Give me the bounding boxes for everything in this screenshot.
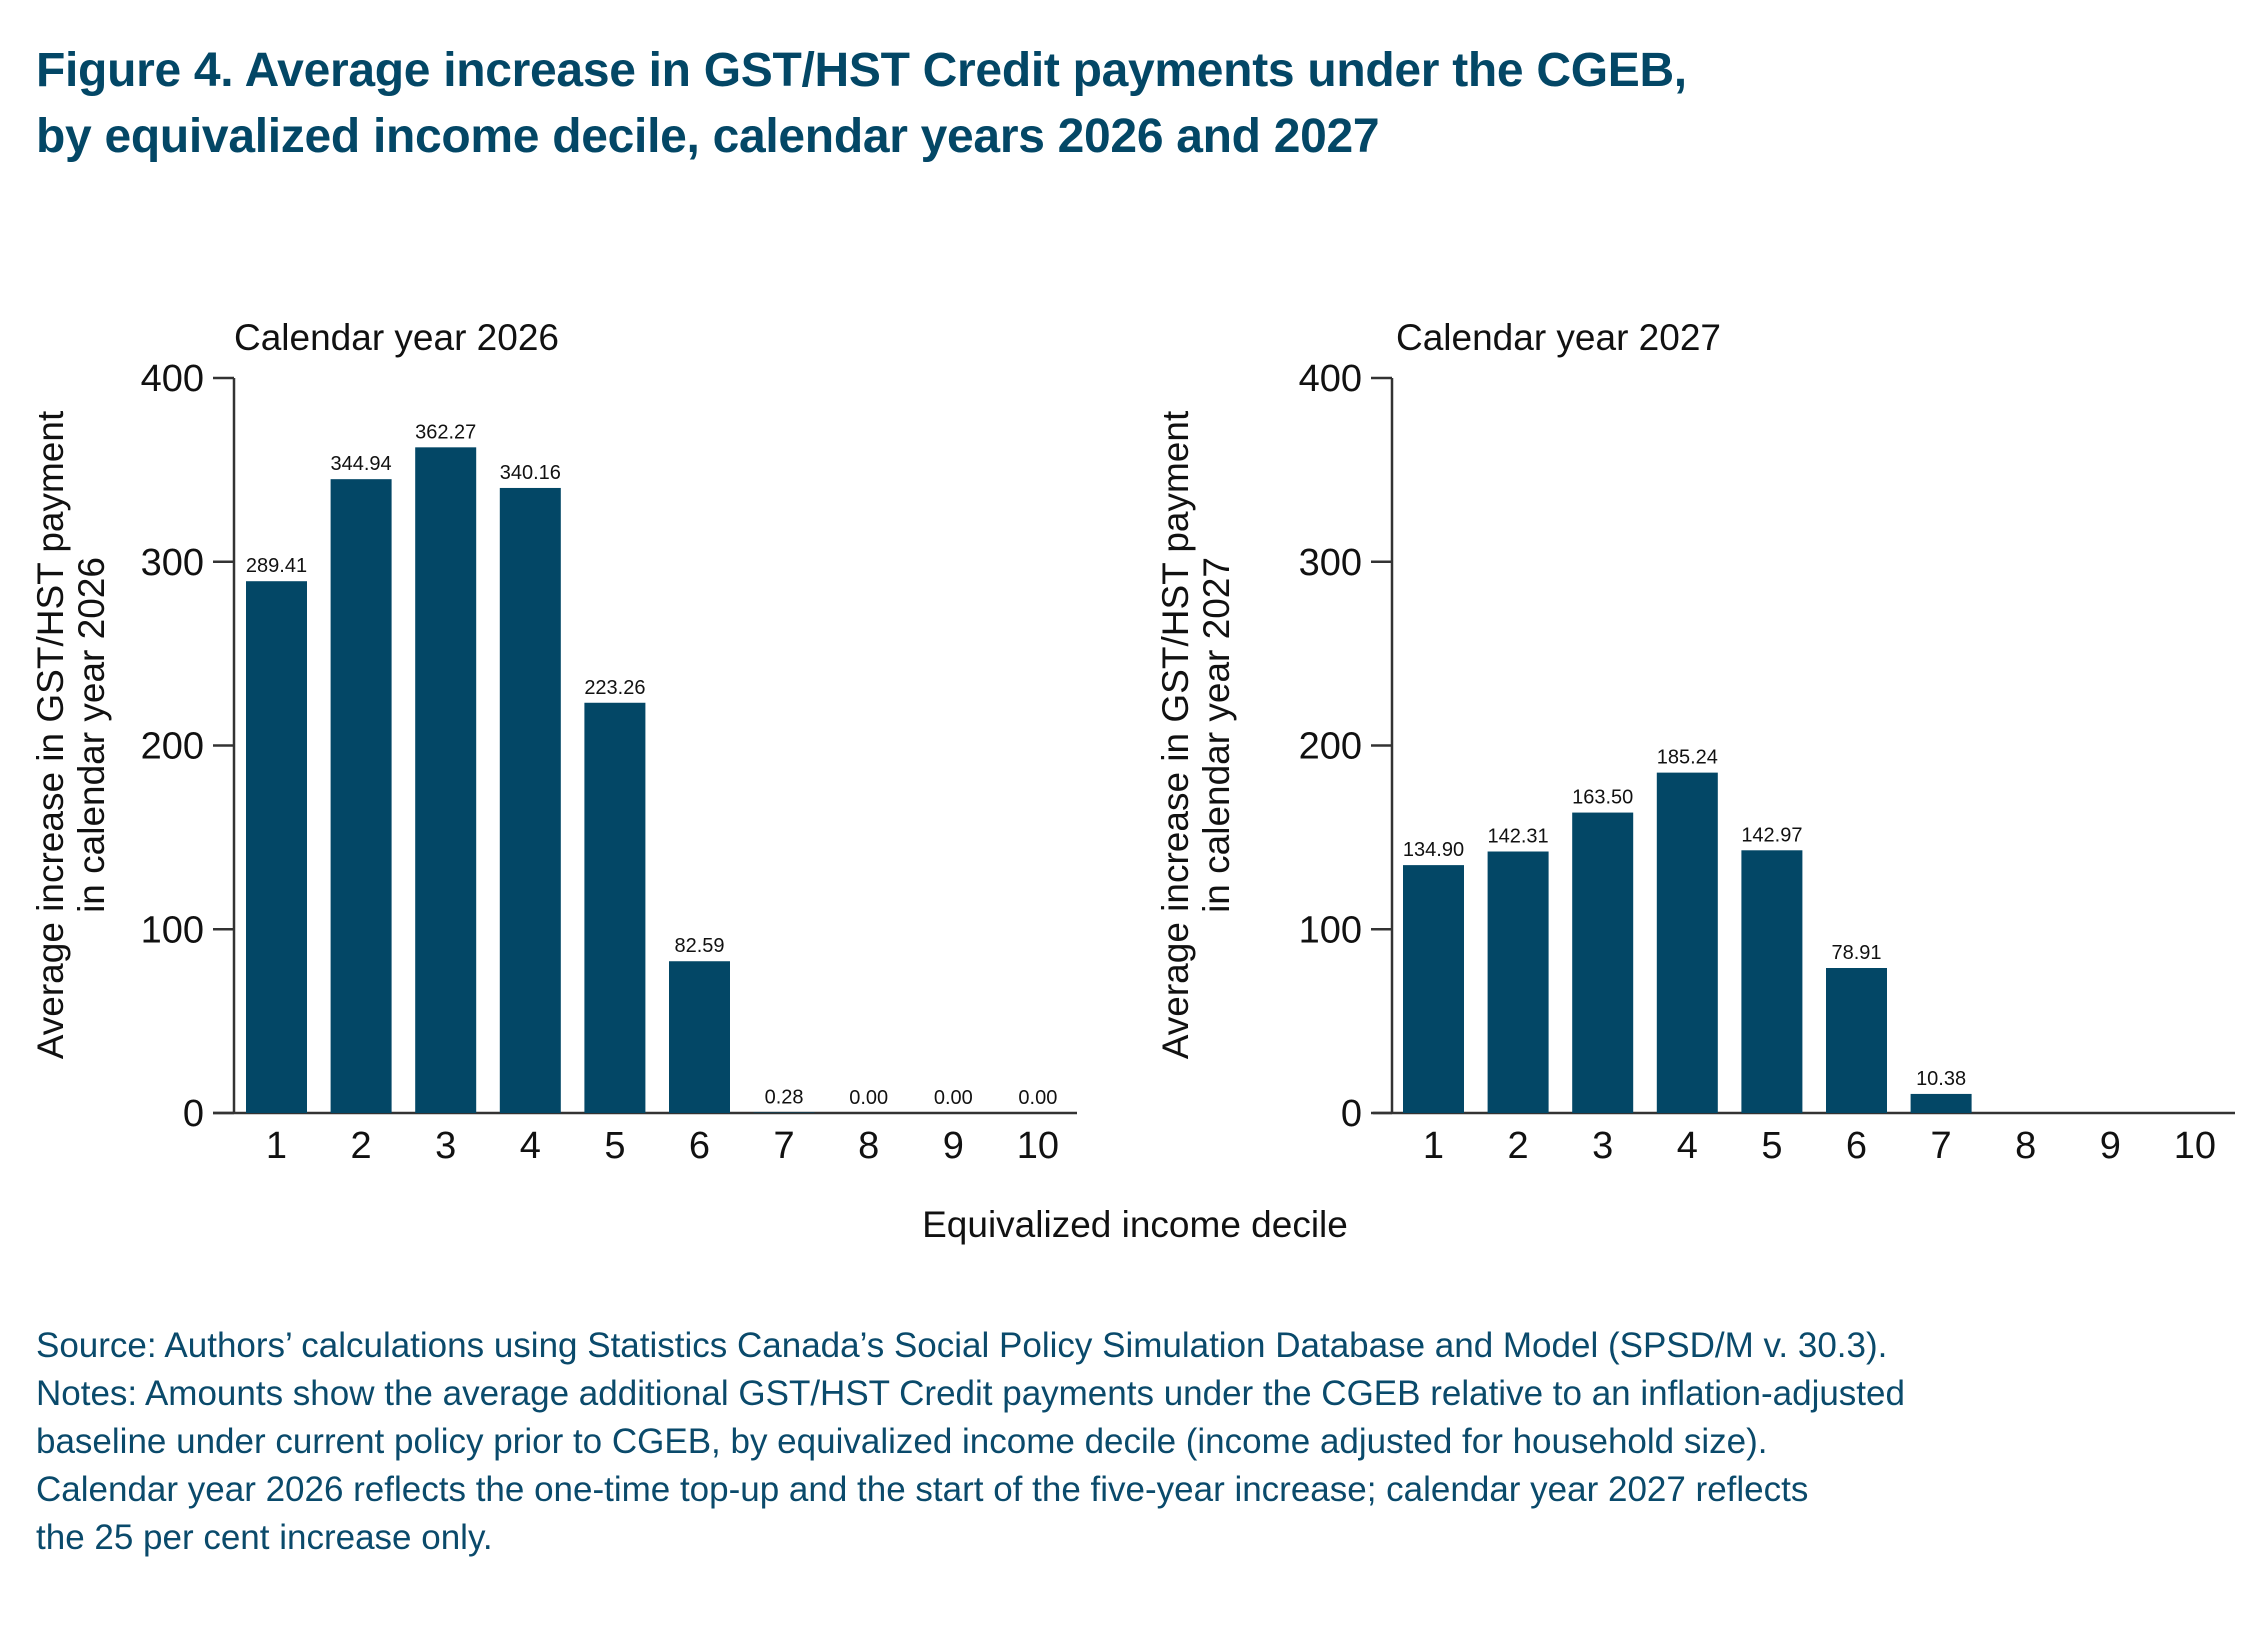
x-tick-label: 9 [2100, 1125, 2121, 1167]
y-tick-label: 200 [1299, 726, 1362, 768]
y-tick-label: 400 [141, 358, 204, 400]
bar-decile-7 [753, 1112, 815, 1113]
bar-decile-4 [1656, 772, 1718, 1113]
bar-decile-6 [1826, 968, 1887, 1113]
bar-decile-3 [1572, 812, 1634, 1113]
bar-value-label: 82.59 [674, 935, 724, 957]
y-axis-label-line-1: Average increase in GST/HST payment [1155, 410, 1196, 1059]
x-tick-label: 1 [1423, 1125, 1444, 1167]
bar-value-label: 142.97 [1741, 824, 1802, 846]
notes-line-2: baseline under current policy prior to C… [36, 1422, 1768, 1461]
bar-value-label: 289.41 [246, 555, 307, 577]
x-tick-label: 10 [1017, 1125, 1059, 1167]
x-axis-label: Equivalized income decile [922, 1204, 1348, 1245]
x-tick-label: 9 [943, 1125, 964, 1167]
notes-line-1: Notes: Amounts show the average addition… [36, 1374, 1905, 1413]
bar-decile-5 [1741, 850, 1803, 1113]
x-tick-label: 8 [2015, 1125, 2036, 1167]
bar-decile-5 [584, 702, 646, 1113]
axes: 0 100 200 300 400 [1299, 358, 2235, 1135]
x-tick-label: 4 [520, 1125, 541, 1167]
figure-title-line-1: Figure 4. Average increase in GST/HST Cr… [36, 44, 1687, 97]
x-tick-label: 5 [604, 1125, 625, 1167]
x-tick-label: 10 [2174, 1125, 2216, 1167]
bar-value-label: 362.27 [415, 421, 476, 443]
notes-line-3: Calendar year 2026 reflects the one-time… [36, 1470, 1809, 1509]
figure-title: Figure 4. Average increase in GST/HST Cr… [36, 38, 2236, 170]
bar-value-label: 344.94 [331, 453, 392, 475]
chart-panel-2026: Calendar year 2026 Average increase in G… [30, 317, 1077, 1167]
chart-panel-2027: Calendar year 2027 Average increase in G… [1155, 317, 2235, 1167]
y-axis-label-line-2: in calendar year 2026 [71, 557, 112, 913]
bar-decile-3 [415, 447, 477, 1114]
bar-value-label: 142.31 [1488, 826, 1549, 848]
bar-value-label: 0.00 [934, 1087, 973, 1109]
source-notes: Source: Authors’ calculations using Stat… [36, 1322, 2236, 1562]
y-axis-label-line-1: Average increase in GST/HST payment [30, 410, 71, 1059]
bar-value-label: 134.90 [1403, 839, 1464, 861]
bar-decile-4 [499, 487, 561, 1113]
panel-title-2027: Calendar year 2027 [1396, 317, 1721, 358]
source-line: Source: Authors’ calculations using Stat… [36, 1326, 1888, 1365]
figure-title-line-2: by equivalized income decile, calendar y… [36, 110, 1380, 163]
x-tick-label: 1 [266, 1125, 287, 1167]
y-tick-label: 100 [141, 909, 204, 951]
bar-value-label: 185.24 [1657, 747, 1718, 769]
bar-decile-2 [1487, 851, 1549, 1113]
panel-title-2026: Calendar year 2026 [234, 317, 559, 358]
bar-decile-1 [246, 581, 307, 1113]
x-tick-label: 8 [858, 1125, 879, 1167]
bar-value-label: 0.28 [765, 1086, 804, 1108]
bar-decile-2 [330, 479, 392, 1114]
bar-decile-6 [669, 961, 730, 1113]
bar-value-label: 163.50 [1572, 787, 1633, 809]
bar-value-label: 78.91 [1831, 942, 1881, 964]
x-tick-label: 2 [1508, 1125, 1529, 1167]
bar-value-label: 0.00 [1018, 1087, 1057, 1109]
x-tick-label: 7 [774, 1125, 795, 1167]
x-tick-label: 7 [1931, 1125, 1952, 1167]
y-tick-label: 300 [141, 542, 204, 584]
bar-value-label: 0.00 [849, 1087, 888, 1109]
bar-decile-7 [1910, 1093, 1972, 1113]
bar-value-label: 223.26 [584, 677, 645, 699]
x-tick-label: 3 [435, 1125, 456, 1167]
y-axis-label-2026: Average increase in GST/HST payment in c… [30, 410, 112, 1059]
y-tick-label: 200 [141, 726, 204, 768]
y-axis-label-2027: Average increase in GST/HST payment in c… [1155, 410, 1237, 1059]
x-tick-label: 6 [1846, 1125, 1867, 1167]
bar-decile-1 [1403, 865, 1464, 1113]
x-tick-label: 4 [1677, 1125, 1698, 1167]
bar-value-label: 340.16 [500, 462, 561, 484]
y-tick-label: 300 [1299, 542, 1362, 584]
y-tick-label: 100 [1299, 909, 1362, 951]
y-tick-label: 0 [183, 1093, 204, 1135]
x-tick-label: 2 [351, 1125, 372, 1167]
x-tick-label: 5 [1761, 1125, 1782, 1167]
x-tick-label: 3 [1592, 1125, 1613, 1167]
notes-line-4: the 25 per cent increase only. [36, 1518, 493, 1557]
y-tick-label: 400 [1299, 358, 1362, 400]
x-tick-label: 6 [689, 1125, 710, 1167]
y-tick-label: 0 [1341, 1093, 1362, 1135]
y-axis-label-line-2: in calendar year 2027 [1196, 557, 1237, 913]
bar-value-label: 10.38 [1916, 1068, 1966, 1090]
